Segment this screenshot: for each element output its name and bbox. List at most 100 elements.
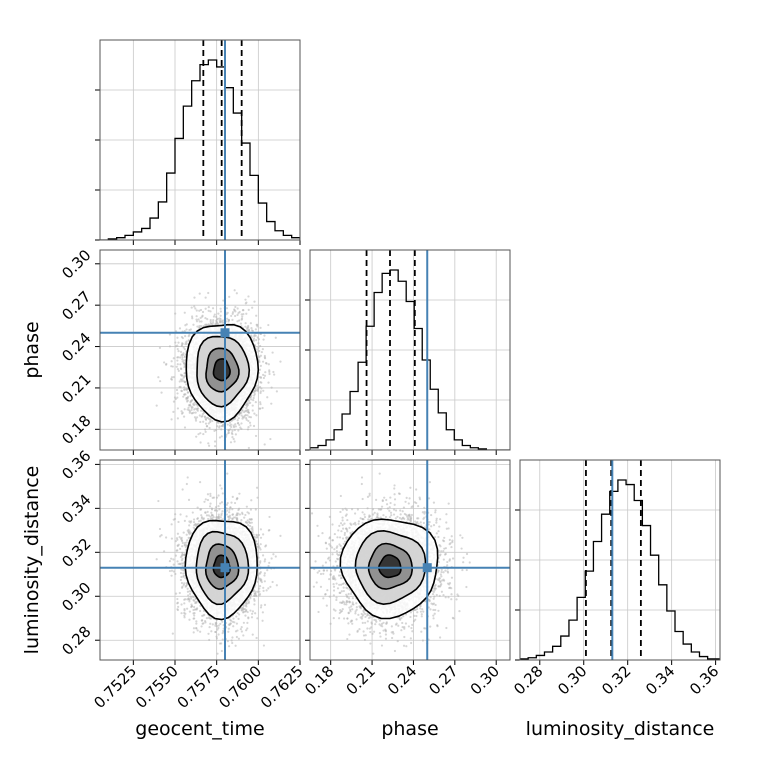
sample-point — [267, 363, 270, 366]
sample-point — [274, 555, 277, 558]
sample-point — [240, 414, 243, 417]
sample-point — [191, 315, 194, 318]
sample-point — [247, 410, 250, 414]
sample-point — [237, 312, 240, 315]
sample-point — [184, 334, 187, 338]
sample-point — [263, 374, 267, 377]
sample-point — [183, 380, 187, 383]
sample-point — [247, 308, 250, 311]
sample-point — [198, 292, 201, 295]
sample-point — [254, 334, 257, 337]
sample-point — [233, 428, 236, 432]
sample-point — [219, 318, 222, 321]
sample-point — [209, 420, 212, 424]
sample-point — [205, 617, 208, 620]
sample-point — [250, 334, 253, 337]
sample-point — [179, 385, 182, 388]
sample-point — [259, 403, 262, 406]
sample-point — [259, 376, 262, 379]
sample-point — [258, 359, 261, 362]
truth-marker — [220, 328, 230, 338]
sample-point — [249, 416, 253, 419]
sample-point — [190, 406, 193, 409]
sample-point — [228, 421, 232, 424]
sample-point — [240, 422, 243, 425]
sample-point — [231, 429, 234, 432]
sample-point — [212, 319, 215, 322]
sample-point — [202, 432, 205, 436]
sample-point — [176, 336, 179, 339]
sample-point — [252, 424, 256, 428]
panel-frame — [309, 249, 511, 451]
sample-point — [254, 434, 258, 438]
sample-point — [246, 414, 249, 417]
sample-point — [216, 425, 219, 428]
sample-point — [244, 325, 247, 328]
sample-point — [246, 428, 250, 431]
sample-point — [198, 324, 201, 328]
sample-point — [262, 389, 265, 392]
sample-point — [179, 350, 183, 354]
sample-point — [251, 306, 254, 309]
sample-point — [259, 407, 262, 410]
sample-point — [231, 318, 234, 321]
sample-point — [246, 403, 249, 407]
sample-point — [233, 289, 236, 292]
sample-point — [181, 378, 184, 381]
sample-point — [227, 320, 230, 323]
sample-point — [250, 398, 253, 401]
sample-point — [200, 324, 203, 328]
panel-frame — [519, 459, 721, 661]
sample-point — [207, 323, 210, 326]
sample-point — [213, 313, 216, 316]
sample-point — [190, 412, 193, 415]
sample-point — [247, 328, 251, 331]
panel-content — [100, 250, 300, 450]
sample-point — [181, 374, 184, 377]
histogram-luminosity_distance — [520, 479, 720, 660]
sample-point — [182, 346, 185, 349]
sample-point — [209, 310, 212, 313]
sample-point — [248, 421, 252, 424]
sample-point — [176, 417, 179, 420]
sample-point — [279, 360, 282, 363]
sample-point — [193, 408, 196, 411]
sample-point — [238, 319, 241, 322]
sample-point — [274, 336, 277, 339]
sample-point — [176, 396, 179, 399]
sample-point — [261, 406, 264, 410]
y-tick-label: 0.24 — [58, 329, 94, 365]
histogram-geocent_time — [100, 59, 300, 240]
sample-point — [209, 320, 212, 323]
sample-point — [195, 416, 199, 419]
sample-point — [194, 411, 197, 414]
sample-point — [184, 393, 187, 396]
density-contour — [212, 358, 231, 382]
sample-point — [193, 296, 196, 299]
sample-point — [184, 343, 187, 346]
sample-point — [171, 365, 174, 368]
sample-point — [174, 345, 177, 348]
sample-point — [214, 428, 218, 432]
sample-point — [183, 355, 187, 358]
panel-content — [100, 460, 300, 660]
panel-frame — [99, 249, 301, 451]
sample-point — [254, 400, 257, 404]
sample-point — [239, 322, 243, 325]
sample-point — [206, 425, 209, 428]
sample-point — [182, 353, 185, 356]
sample-point — [183, 311, 186, 314]
sample-point — [260, 387, 263, 390]
sample-point — [228, 295, 231, 298]
sample-point — [259, 536, 263, 539]
sample-point — [201, 310, 205, 314]
sample-point — [179, 578, 183, 582]
sample-point — [230, 314, 233, 318]
sample-point — [188, 333, 191, 336]
sample-point — [179, 356, 182, 359]
sample-point — [180, 344, 183, 348]
sample-point — [229, 441, 233, 444]
sample-point — [259, 381, 262, 384]
sample-point — [259, 390, 262, 393]
sample-point — [256, 617, 259, 620]
